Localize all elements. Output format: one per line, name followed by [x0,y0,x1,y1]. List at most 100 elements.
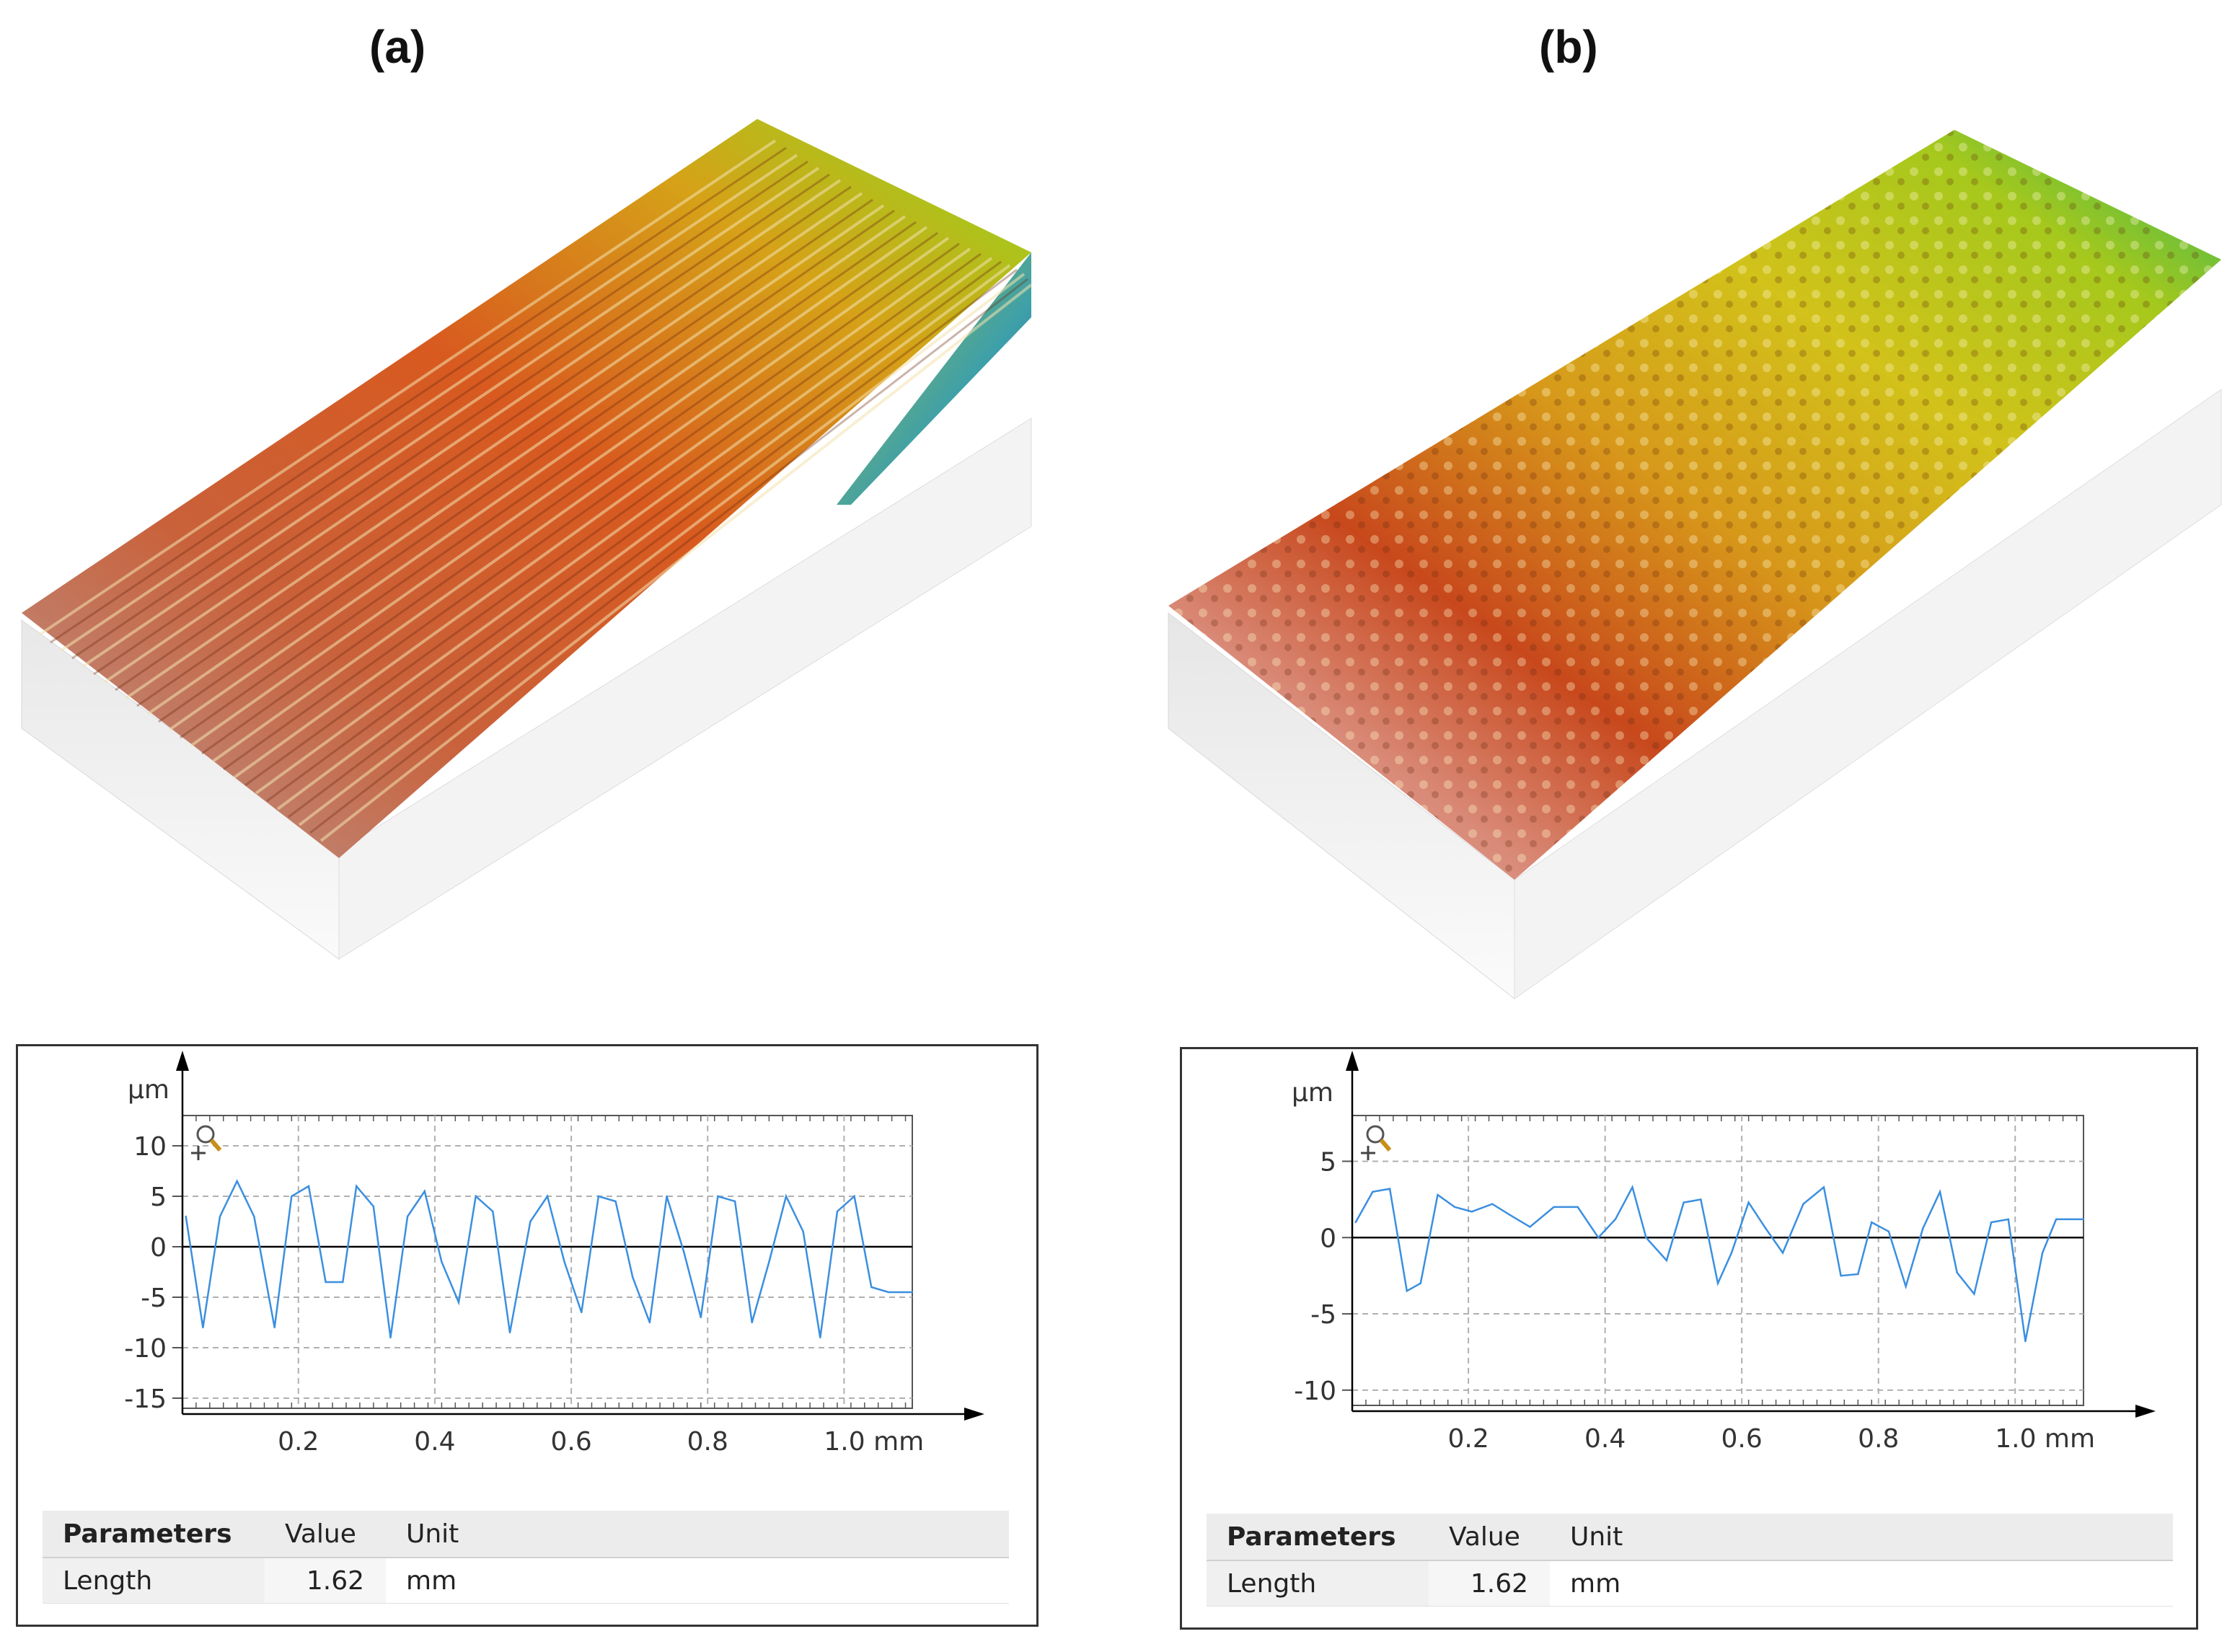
data-point [273,1326,275,1329]
param-name-cell: Length [43,1558,265,1604]
data-point [1597,1237,1600,1239]
data-point [492,1210,494,1213]
data-point [597,1195,600,1198]
param-value-cell: 1.62 [265,1558,386,1604]
unit-header: Unit [1550,1514,1649,1561]
data-point [1406,1290,1408,1292]
zoom-icon-lens [1366,1125,1385,1144]
data-point [1529,1226,1531,1228]
data-point [802,1230,804,1233]
y-tick-label: 10 [133,1132,167,1162]
data-point [1491,1203,1494,1205]
y-tick-label: -5 [141,1284,167,1313]
param-unit-cell: mm [386,1558,485,1604]
data-point [1437,1193,1439,1196]
x-axis-arrow [964,1408,984,1421]
data-point [682,1250,685,1253]
data-point [853,1195,855,1198]
x-tick-label: 0.2 [278,1427,319,1457]
data-point [819,1336,821,1339]
y-tick-label: 0 [150,1233,167,1263]
data-point [887,1291,890,1294]
row-filler [485,1558,1009,1604]
x-axis-arrow [2135,1405,2156,1418]
data-point [2055,1218,2058,1221]
value-header: Value [265,1511,386,1558]
data-point [342,1281,344,1284]
y-axis-arrow [1346,1051,1359,1071]
panel-a-title: (a) [369,21,426,73]
plot-frame [1352,1115,2084,1406]
x-tick-label: 0.4 [414,1427,455,1457]
profile-series-line [1354,1185,2084,1342]
data-point [1905,1285,1907,1288]
unit-header: Unit [386,1511,485,1558]
data-point [291,1195,293,1198]
plot-frame [182,1115,913,1409]
data-point [901,1291,904,1294]
parameters-header-row: Parameters Value Unit [43,1511,1009,1558]
surface-a-right-side [338,418,1032,960]
data-point [1453,1206,1456,1209]
x-tick-label: 0.6 [550,1427,591,1457]
y-tick-label: -5 [1310,1300,1336,1330]
parameters-table-b: Parameters Value Unit Length 1.62 mm [1207,1514,2173,1607]
parameters-table-a: Parameters Value Unit Length 1.62 mm [43,1511,1009,1604]
x-tick-label: 0.6 [1721,1424,1763,1454]
profile-series-line [185,1179,912,1338]
panel-b-title: (b) [1539,21,1598,73]
zoom-icon-handle [209,1139,222,1152]
table-row: Length 1.62 mm [1207,1560,2173,1607]
profile-panel-a: 0.2 0.4 0.6 0.8 1.0 mm 10 5 0 -5 -10 -15 µm Parame… [16,1044,1039,1627]
x-tick-label: 0.2 [1447,1424,1489,1454]
y-tick-label: 0 [1320,1224,1336,1253]
data-point [1614,1218,1617,1221]
data-point [406,1215,409,1218]
profile-panel-b: 0.2 0.4 0.6 0.8 1.0 mm 5 0 -5 -10 µm Parameters … [1180,1047,2198,1630]
data-point [253,1215,255,1218]
y-tick-label: -15 [124,1384,167,1414]
data-point [911,1291,914,1294]
data-point [751,1321,753,1324]
data-point [1508,1214,1511,1216]
data-point [1631,1186,1633,1188]
data-point [1871,1221,1873,1224]
data-point [1956,1271,1958,1274]
data-point [785,1195,788,1198]
data-point [2065,1218,2068,1221]
data-point [1765,1227,1767,1229]
data-point [563,1260,565,1263]
data-point [1372,1191,1374,1193]
data-point [1857,1273,1859,1276]
data-point [836,1210,839,1213]
table-row: Length 1.62 mm [43,1558,1009,1604]
data-point [355,1185,358,1188]
data-point [717,1195,719,1198]
parameters-header: Parameters [1207,1514,1429,1561]
data-point [1354,1221,1357,1224]
data-point [389,1336,392,1339]
y-tick-label: -10 [124,1334,167,1364]
y-unit-label-b: µm [1292,1078,1333,1108]
data-point [219,1215,221,1218]
zoom-icon-handle [1379,1139,1392,1152]
y-tick-label: 5 [150,1183,167,1212]
data-point [1730,1252,1733,1254]
data-point [2007,1218,2009,1221]
param-value-cell: 1.62 [1429,1560,1550,1607]
data-point [768,1260,770,1263]
x-tick-label: 0.8 [687,1427,728,1457]
param-name-cell: Length [1207,1560,1429,1607]
x-tick-label: 0.8 [1858,1424,1899,1454]
data-point [1553,1206,1555,1209]
data-point [1665,1259,1668,1262]
data-point [185,1215,187,1218]
data-point [1802,1203,1804,1205]
parameters-header-row: Parameters Value Unit [1207,1514,2173,1561]
data-point [632,1276,634,1278]
data-point [457,1301,460,1304]
data-point [508,1331,511,1334]
data-point [1716,1282,1719,1284]
data-point [1822,1186,1825,1188]
header-filler [1649,1514,2173,1561]
